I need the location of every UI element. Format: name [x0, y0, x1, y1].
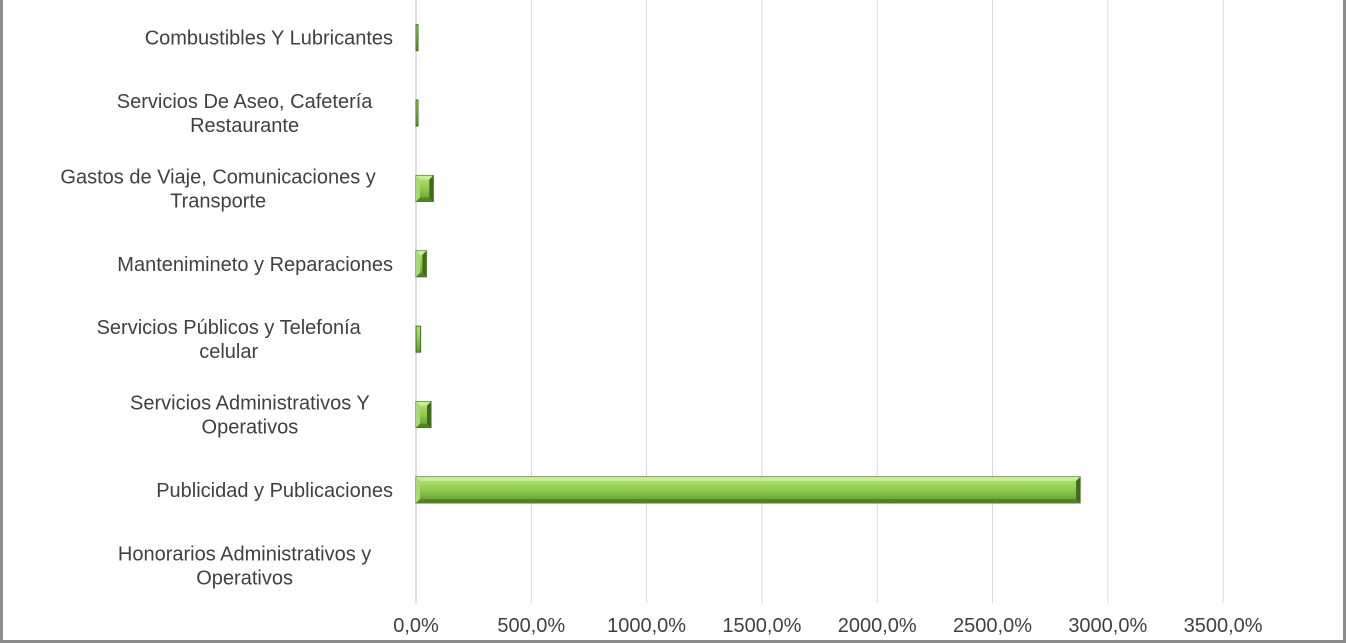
- x-tick-label: 2000,0%: [838, 615, 917, 637]
- x-tick-label: 1500,0%: [722, 615, 801, 637]
- bar-chart: Combustibles Y Lubricantes Servicios De A…: [60, 0, 1263, 637]
- category-label: Honorarios Administrativos y Operativos: [118, 543, 371, 589]
- x-tick-labels: 0,0% 500,0% 1000,0% 1500,0% 2000,0% 2500,0% 30…: [393, 615, 1263, 637]
- category-label: Mantenimineto y Reparaciones: [117, 254, 393, 276]
- x-tick-label: 3000,0%: [1068, 615, 1147, 637]
- x-tick-label: 3500,0%: [1184, 615, 1263, 637]
- category-label: Servicios Administrativos Y Operativos: [130, 393, 370, 439]
- bar: [415, 401, 432, 429]
- bar: [415, 174, 434, 202]
- bar: [415, 99, 419, 127]
- bar: [415, 250, 427, 278]
- bars: [415, 24, 1081, 504]
- bar: [415, 476, 1081, 504]
- x-tick-label: 0,0%: [393, 615, 439, 637]
- category-label: Combustibles Y Lubricantes: [145, 28, 393, 50]
- bar: [415, 24, 419, 52]
- category-label: Publicidad y Publicaciones: [156, 480, 393, 502]
- category-label: Gastos de Viaje, Comunicaciones y Transpo…: [60, 166, 375, 212]
- category-labels: Combustibles Y Lubricantes Servicios De A…: [60, 28, 393, 590]
- gridlines: [415, 0, 1224, 603]
- category-label: Servicios De Aseo, Cafetería Restaurante: [117, 91, 374, 137]
- x-tick-label: 1000,0%: [607, 615, 686, 637]
- x-tick-label: 500,0%: [497, 615, 565, 637]
- bar: [415, 325, 422, 353]
- x-tick-label: 2500,0%: [953, 615, 1032, 637]
- category-label: Servicios Públicos y Telefonía celular: [97, 317, 362, 363]
